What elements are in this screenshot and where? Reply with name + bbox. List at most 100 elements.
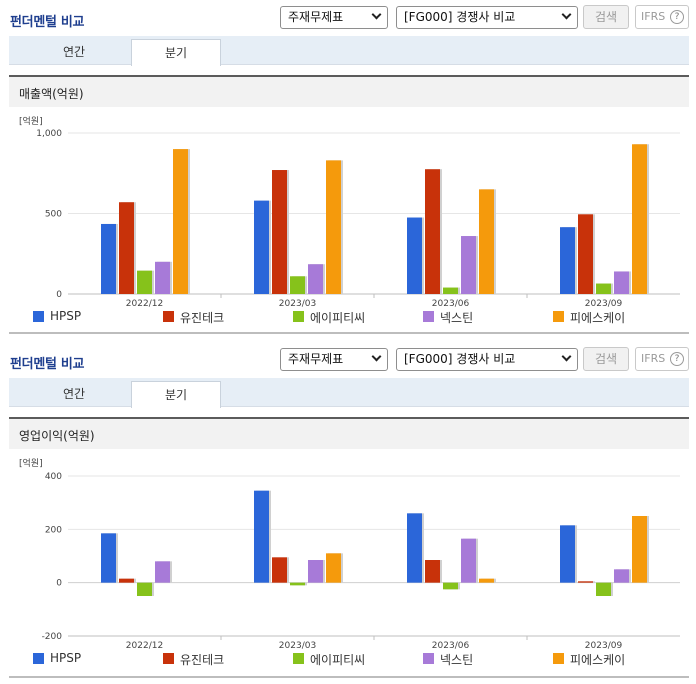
- chart-header: 매출액(억원): [9, 77, 689, 107]
- divider: [9, 417, 689, 419]
- bar-3-0: [155, 561, 170, 583]
- statement-select-value: 주재무제표: [288, 352, 344, 366]
- legend-swatch: [423, 311, 434, 322]
- x-tick-label: 2023/03: [279, 299, 316, 309]
- bar-3-3: [614, 569, 629, 583]
- bar-3-1: [308, 264, 323, 294]
- tab-quarterly[interactable]: 분기: [131, 381, 221, 408]
- bar-4-2: [479, 189, 494, 294]
- bar-0-3: [560, 525, 575, 583]
- bar-0-3: [560, 227, 575, 294]
- legend-swatch: [163, 653, 174, 664]
- statement-select-value: 주재무제표: [288, 10, 344, 24]
- bar-3-1: [308, 560, 323, 583]
- y-axis-unit: [억원]: [19, 117, 43, 127]
- x-tick-label: 2022/12: [126, 299, 163, 309]
- bar-0-0: [101, 223, 116, 294]
- tab-annual[interactable]: 연간: [62, 45, 86, 59]
- chart-title: 매출액(억원): [19, 87, 84, 101]
- x-tick-label: 2023/06: [432, 299, 470, 309]
- bar-0-0: [101, 533, 116, 583]
- bar-2-3: [596, 283, 611, 294]
- x-tick-label: 2023/09: [585, 641, 623, 651]
- legend-label: 유진테크: [180, 653, 225, 667]
- y-tick-label: 0: [56, 579, 62, 589]
- legend-label: 피에스케이: [570, 653, 626, 667]
- search-button[interactable]: 검색: [583, 347, 629, 371]
- chart-header: 영업이익(억원): [9, 419, 689, 449]
- y-tick-label: 0: [56, 290, 62, 300]
- help-icon: ?: [670, 352, 684, 366]
- divider: [9, 332, 689, 334]
- bar-4-2: [479, 578, 494, 583]
- ifrs-help-button[interactable]: IFRS ?: [635, 5, 689, 29]
- divider: [9, 75, 689, 77]
- legend-label: 넥스틴: [440, 653, 474, 667]
- legend-label: 에이피티씨: [310, 311, 366, 325]
- fundamental-panel-operating-profit: 펀더멘털 비교 주재무제표 [FG000] 경쟁사 비교 검색 IFRS ? 연…: [0, 342, 696, 684]
- legend-label: 에이피티씨: [310, 653, 366, 667]
- ifrs-label: IFRS: [641, 352, 666, 365]
- fundamental-panel-revenue: 펀더멘털 비교 주재무제표 [FG000] 경쟁사 비교 검색 IFRS ? 연…: [0, 0, 696, 336]
- bar-0-1: [254, 200, 269, 294]
- panel-title: 펀더멘털 비교: [10, 15, 85, 30]
- peer-group-select[interactable]: [FG000] 경쟁사 비교: [396, 348, 578, 371]
- x-tick-label: 2022/12: [126, 641, 163, 651]
- search-button[interactable]: 검색: [583, 5, 629, 29]
- y-tick-label: 500: [45, 210, 62, 220]
- bar-3-2: [461, 236, 476, 294]
- legend-swatch: [163, 311, 174, 322]
- bar-0-2: [407, 217, 422, 294]
- bar-0-2: [407, 513, 422, 583]
- panel-header: 펀더멘털 비교 주재무제표 [FG000] 경쟁사 비교 검색 IFRS ?: [0, 0, 696, 36]
- legend-swatch: [423, 653, 434, 664]
- bar-1-2: [425, 169, 440, 294]
- tab-quarterly[interactable]: 분기: [131, 39, 221, 66]
- bar-4-1: [326, 553, 341, 583]
- bar-2-2: [443, 287, 458, 294]
- bar-2-1: [290, 276, 305, 294]
- bar-1-0: [119, 578, 134, 583]
- bar-4-1: [326, 160, 341, 294]
- bar-2-0: [137, 582, 152, 596]
- legend-swatch: [553, 653, 564, 664]
- panel-header: 펀더멘털 비교 주재무제표 [FG000] 경쟁사 비교 검색 IFRS ?: [0, 342, 696, 378]
- y-tick-label: 400: [45, 472, 62, 482]
- panel-title: 펀더멘털 비교: [10, 357, 85, 372]
- y-axis-unit: [억원]: [19, 459, 43, 469]
- bar-4-3: [632, 144, 647, 294]
- bar-2-2: [443, 582, 458, 590]
- revenue-bar-chart: 0 500 1,000 2022/12 2023/03 2023/06 2023/09: [36, 129, 680, 309]
- ifrs-help-button[interactable]: IFRS ?: [635, 347, 689, 371]
- bar-1-3: [578, 581, 593, 583]
- ifrs-label: IFRS: [641, 10, 666, 23]
- bar-1-2: [425, 560, 440, 583]
- peer-group-select[interactable]: [FG000] 경쟁사 비교: [396, 6, 578, 29]
- x-tick-label: 2023/09: [585, 299, 623, 309]
- y-tick-label: -200: [42, 632, 63, 642]
- bar-1-1: [272, 170, 287, 294]
- statement-select[interactable]: 주재무제표: [280, 6, 388, 29]
- bar-3-2: [461, 538, 476, 583]
- divider: [9, 676, 689, 678]
- y-tick-label: 200: [45, 525, 62, 535]
- peer-group-select-value: [FG000] 경쟁사 비교: [404, 10, 516, 24]
- bar-1-1: [272, 557, 287, 583]
- legend-label: 유진테크: [180, 311, 225, 325]
- legend-swatch: [293, 311, 304, 322]
- bar-2-1: [290, 582, 305, 586]
- chart-title: 영업이익(억원): [19, 429, 95, 443]
- legend-label: HPSP: [50, 651, 82, 665]
- bar-4-3: [632, 516, 647, 583]
- peer-group-select-value: [FG000] 경쟁사 비교: [404, 352, 516, 366]
- legend-swatch: [33, 311, 44, 322]
- help-icon: ?: [670, 10, 684, 24]
- legend-swatch: [33, 653, 44, 664]
- y-tick-label: 1,000: [36, 129, 62, 139]
- chart-legend: HPSP 유진테크 에이피티씨 넥스틴 피에스케이: [0, 650, 696, 670]
- tab-annual[interactable]: 연간: [62, 387, 86, 401]
- x-tick-label: 2023/03: [279, 641, 316, 651]
- bar-4-0: [173, 149, 188, 294]
- bar-0-1: [254, 490, 269, 583]
- statement-select[interactable]: 주재무제표: [280, 348, 388, 371]
